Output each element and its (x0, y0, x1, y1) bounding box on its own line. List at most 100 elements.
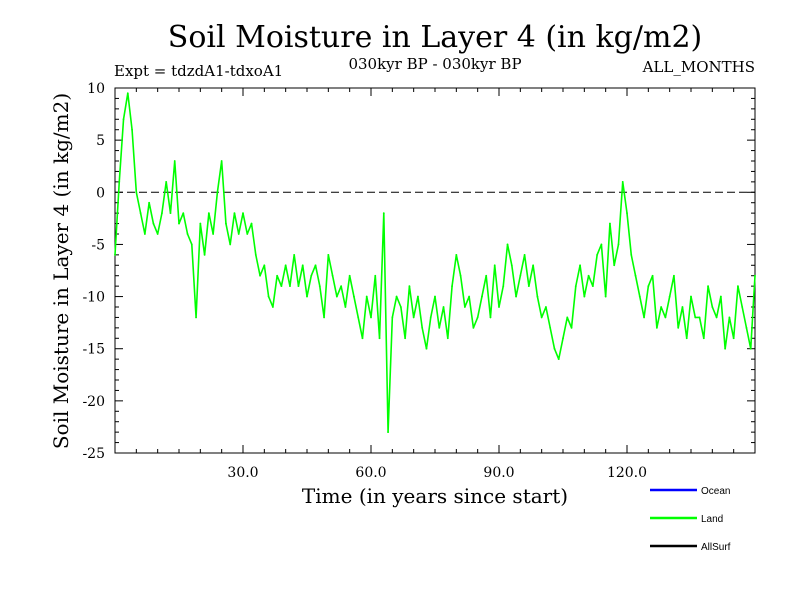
series-line-land (114, 92, 756, 433)
plot-area: 10 5 0 -5 -10 -15 -20 -25 30.0 60.0 90.0 120.0 (82, 81, 756, 481)
data-point (540, 316, 543, 319)
x-tick-label: 120.0 (607, 465, 647, 481)
data-point (318, 285, 321, 288)
data-point (519, 274, 522, 277)
data-point (216, 191, 219, 194)
data-point (118, 180, 121, 183)
data-point (156, 233, 159, 235)
data-point (553, 347, 556, 350)
data-point (493, 264, 496, 267)
data-point (314, 264, 317, 267)
data-point (587, 274, 590, 277)
data-point (749, 347, 752, 350)
x-tick-label: 30.0 (227, 465, 258, 481)
data-point (271, 306, 274, 308)
legend-label-allsurf: AllSurf (701, 542, 731, 553)
data-point (378, 337, 381, 340)
data-point (600, 243, 603, 246)
data-point (254, 253, 257, 256)
x-tick-label: 60.0 (355, 465, 386, 481)
data-point (421, 326, 424, 329)
data-point (502, 285, 505, 288)
data-point (579, 264, 581, 267)
data-point (259, 274, 261, 277)
data-point (310, 274, 313, 277)
y-axis-label: Soil Moisture in Layer 4 (in kg/m2) (49, 93, 73, 449)
data-point (694, 316, 697, 319)
data-point (681, 306, 684, 308)
data-point (655, 326, 658, 329)
data-point (489, 316, 492, 319)
data-point (250, 222, 253, 225)
data-point (417, 295, 419, 298)
data-point (169, 212, 172, 215)
data-point (707, 285, 709, 288)
data-point (173, 160, 176, 162)
data-point (685, 337, 688, 340)
chart-subtitle-center: 030kyr BP - 030kyr BP (348, 55, 521, 73)
plot-frame (114, 87, 756, 454)
data-point (570, 326, 573, 329)
data-point (297, 285, 300, 288)
data-point (463, 306, 466, 308)
y-tick-label: -20 (82, 394, 105, 410)
data-point (186, 233, 189, 235)
data-point (361, 337, 364, 340)
data-point (673, 274, 675, 277)
data-point (331, 274, 334, 277)
data-point (664, 316, 667, 319)
data-point (148, 201, 151, 204)
data-point (276, 274, 279, 277)
data-point (178, 222, 180, 225)
data-point (745, 326, 748, 329)
data-point (327, 253, 330, 256)
data-point (566, 316, 569, 319)
data-point (434, 295, 436, 298)
data-point (442, 306, 445, 308)
data-point (523, 253, 526, 256)
data-point (293, 253, 296, 256)
data-point (613, 264, 616, 267)
data-point (387, 431, 389, 434)
data-point (459, 274, 462, 277)
data-point (429, 316, 432, 319)
data-point (532, 264, 535, 267)
data-point (399, 306, 402, 308)
data-point (131, 128, 133, 131)
data-point (643, 316, 645, 319)
data-point (301, 264, 304, 267)
data-point (114, 253, 116, 256)
data-point (485, 274, 488, 277)
legend: Ocean Land AllSurf (650, 486, 731, 553)
data-point (357, 316, 360, 319)
data-point (698, 316, 701, 319)
y-tick-label: -25 (82, 446, 105, 462)
data-point (289, 285, 291, 288)
data-point (220, 160, 223, 162)
data-point (617, 243, 620, 246)
data-point (229, 243, 232, 246)
data-point (574, 285, 577, 288)
data-point (122, 118, 125, 121)
data-point (126, 92, 129, 95)
data-point (395, 295, 398, 298)
data-point (446, 337, 449, 340)
data-point (583, 295, 586, 298)
data-point (199, 222, 202, 225)
data-point (190, 243, 193, 246)
data-point (609, 222, 611, 225)
data-point (719, 295, 722, 298)
data-point (732, 337, 735, 340)
data-point (549, 326, 552, 329)
data-point (737, 285, 739, 288)
data-point (690, 295, 692, 298)
data-point (476, 316, 479, 319)
data-point (626, 212, 628, 215)
data-point (634, 274, 637, 277)
data-point (711, 306, 714, 308)
y-tick-label: -5 (91, 237, 105, 253)
data-point (370, 316, 372, 319)
data-point (455, 253, 458, 256)
data-point (702, 337, 705, 340)
